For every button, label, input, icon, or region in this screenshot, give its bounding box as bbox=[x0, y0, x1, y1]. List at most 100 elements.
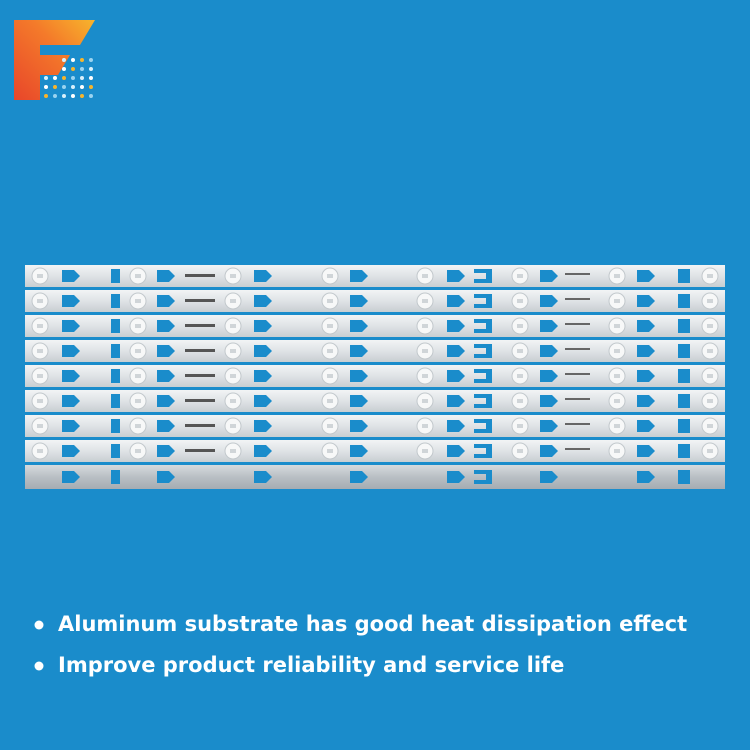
notch bbox=[350, 320, 368, 332]
led-chip bbox=[327, 374, 333, 378]
hole bbox=[111, 394, 120, 408]
led-chip bbox=[422, 274, 428, 278]
notch bbox=[447, 420, 465, 432]
notch bbox=[447, 320, 465, 332]
logo-dot bbox=[44, 94, 48, 98]
logo-dot bbox=[71, 94, 75, 98]
led-chip bbox=[135, 424, 141, 428]
led-chip bbox=[422, 399, 428, 403]
notch bbox=[540, 295, 558, 307]
led-chip bbox=[37, 374, 43, 378]
hole bbox=[678, 394, 690, 408]
notch bbox=[157, 471, 175, 483]
led-chip bbox=[614, 299, 620, 303]
led-chip bbox=[517, 349, 523, 353]
led-chip bbox=[422, 324, 428, 328]
connector-slot bbox=[474, 294, 492, 308]
hole bbox=[678, 344, 690, 358]
notch bbox=[350, 445, 368, 457]
notch bbox=[62, 370, 80, 382]
notch bbox=[540, 270, 558, 282]
led-chip bbox=[614, 349, 620, 353]
connector-slot bbox=[474, 319, 492, 333]
notch bbox=[447, 471, 465, 483]
notch bbox=[447, 295, 465, 307]
connector-slot bbox=[474, 444, 492, 458]
hole bbox=[678, 470, 690, 484]
led-chip bbox=[707, 324, 713, 328]
led-chip bbox=[614, 374, 620, 378]
led-chip bbox=[37, 349, 43, 353]
notch bbox=[62, 320, 80, 332]
strip bbox=[25, 465, 725, 489]
label-block bbox=[565, 373, 590, 375]
led-chip bbox=[422, 449, 428, 453]
notch bbox=[350, 270, 368, 282]
notch bbox=[637, 445, 655, 457]
notch bbox=[254, 420, 272, 432]
label-block bbox=[565, 448, 590, 450]
logo-dot bbox=[89, 58, 93, 62]
notch bbox=[157, 345, 175, 357]
notch bbox=[447, 445, 465, 457]
led-chip bbox=[230, 374, 236, 378]
notch bbox=[540, 420, 558, 432]
hole bbox=[111, 344, 120, 358]
led-chip bbox=[327, 299, 333, 303]
connector-slot bbox=[474, 344, 492, 358]
notch bbox=[637, 420, 655, 432]
notch bbox=[157, 295, 175, 307]
hole bbox=[678, 269, 690, 283]
label-block bbox=[565, 423, 590, 425]
notch bbox=[62, 295, 80, 307]
led-chip bbox=[230, 399, 236, 403]
notch bbox=[447, 395, 465, 407]
led-chip bbox=[135, 299, 141, 303]
led-chip bbox=[614, 424, 620, 428]
logo-dot bbox=[80, 67, 84, 71]
notch bbox=[62, 420, 80, 432]
led-chip bbox=[422, 299, 428, 303]
logo-dot bbox=[62, 94, 66, 98]
led-chip bbox=[37, 399, 43, 403]
led-chip bbox=[135, 374, 141, 378]
label-block bbox=[185, 424, 215, 427]
logo-dot bbox=[53, 85, 57, 89]
notch bbox=[637, 395, 655, 407]
led-strips bbox=[25, 265, 725, 489]
hole bbox=[678, 294, 690, 308]
logo-dot bbox=[62, 67, 66, 71]
led-chip bbox=[37, 324, 43, 328]
notch bbox=[350, 420, 368, 432]
led-chip bbox=[614, 449, 620, 453]
led-chip bbox=[327, 424, 333, 428]
led-chip bbox=[422, 349, 428, 353]
led-chip bbox=[327, 449, 333, 453]
led-chip bbox=[135, 399, 141, 403]
logo-dot bbox=[44, 76, 48, 80]
led-chip bbox=[135, 324, 141, 328]
label-block bbox=[185, 274, 215, 277]
logo bbox=[14, 20, 95, 100]
connector-slot bbox=[474, 419, 492, 433]
label-block bbox=[565, 298, 590, 300]
notch bbox=[540, 395, 558, 407]
logo-dot bbox=[44, 85, 48, 89]
logo-dot bbox=[80, 58, 84, 62]
notch bbox=[447, 270, 465, 282]
connector-slot bbox=[474, 394, 492, 408]
notch bbox=[157, 370, 175, 382]
bullet-dot bbox=[34, 661, 44, 671]
led-chip bbox=[230, 274, 236, 278]
label-block bbox=[185, 349, 215, 352]
hole bbox=[111, 470, 120, 484]
led-chip bbox=[422, 374, 428, 378]
notch bbox=[254, 445, 272, 457]
logo-dot bbox=[71, 85, 75, 89]
label-block bbox=[565, 273, 590, 275]
notch bbox=[62, 270, 80, 282]
notch bbox=[637, 370, 655, 382]
led-chip bbox=[135, 449, 141, 453]
logo-dot bbox=[80, 85, 84, 89]
notch bbox=[157, 445, 175, 457]
